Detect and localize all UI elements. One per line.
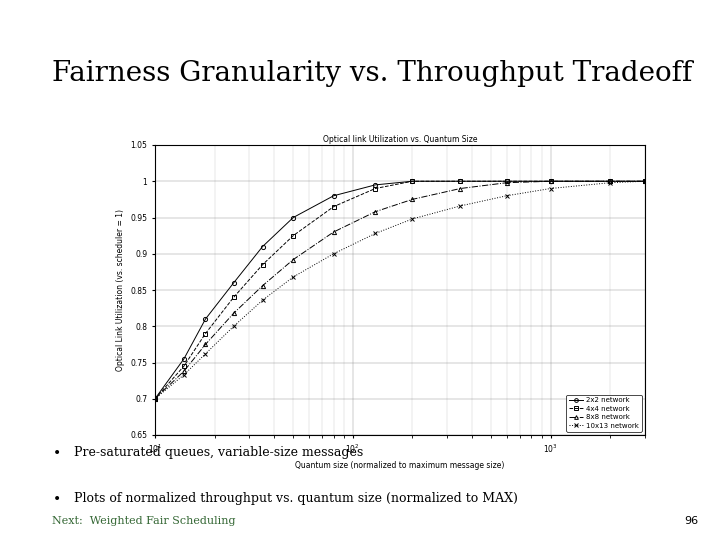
Title: Optical link Utilization vs. Quantum Size: Optical link Utilization vs. Quantum Siz… bbox=[323, 135, 477, 144]
Text: Plots of normalized throughput vs. quantum size (normalized to MAX): Plots of normalized throughput vs. quant… bbox=[74, 492, 518, 505]
4x4 network bbox=[456, 178, 464, 185]
2x2 network bbox=[289, 214, 297, 221]
10x13 network bbox=[546, 185, 555, 192]
8x8 network bbox=[289, 256, 297, 263]
2x2 network bbox=[329, 192, 338, 199]
10x13 network bbox=[150, 395, 159, 402]
Text: Fairness Granularity vs. Throughput Tradeoff: Fairness Granularity vs. Throughput Trad… bbox=[53, 60, 693, 87]
8x8 network bbox=[371, 208, 379, 215]
8x8 network bbox=[456, 185, 464, 192]
X-axis label: Quantum size (normalized to maximum message size): Quantum size (normalized to maximum mess… bbox=[295, 461, 505, 470]
2x2 network bbox=[503, 178, 511, 185]
2x2 network bbox=[408, 178, 417, 185]
8x8 network bbox=[201, 341, 210, 348]
Text: Pre-saturated queues, variable-size messages: Pre-saturated queues, variable-size mess… bbox=[74, 446, 364, 459]
4x4 network bbox=[179, 363, 188, 369]
10x13 network bbox=[456, 202, 464, 209]
8x8 network bbox=[641, 178, 649, 185]
4x4 network bbox=[546, 178, 555, 185]
4x4 network bbox=[408, 178, 417, 185]
10x13 network bbox=[329, 251, 338, 257]
2x2 network bbox=[456, 178, 464, 185]
Line: 4x4 network: 4x4 network bbox=[153, 179, 647, 401]
8x8 network bbox=[179, 368, 188, 374]
Line: 10x13 network: 10x13 network bbox=[153, 179, 647, 401]
4x4 network bbox=[289, 232, 297, 239]
4x4 network bbox=[230, 294, 238, 300]
Line: 8x8 network: 8x8 network bbox=[153, 179, 647, 401]
10x13 network bbox=[641, 178, 649, 185]
Legend: 2x2 network, 4x4 network, 8x8 network, 10x13 network: 2x2 network, 4x4 network, 8x8 network, 1… bbox=[567, 395, 642, 431]
4x4 network bbox=[258, 261, 267, 268]
10x13 network bbox=[201, 350, 210, 357]
Text: Optical Interconnection Networks: Optical Interconnection Networks bbox=[14, 18, 326, 37]
2x2 network bbox=[150, 395, 159, 402]
2x2 network bbox=[258, 243, 267, 249]
8x8 network bbox=[503, 179, 511, 186]
Text: 96: 96 bbox=[684, 516, 698, 526]
Text: Next:  Weighted Fair Scheduling: Next: Weighted Fair Scheduling bbox=[53, 516, 236, 526]
10x13 network bbox=[230, 323, 238, 329]
8x8 network bbox=[606, 178, 614, 185]
Y-axis label: Optical Link Utilization (vs. scheduler = 1): Optical Link Utilization (vs. scheduler … bbox=[116, 209, 125, 371]
4x4 network bbox=[503, 178, 511, 185]
4x4 network bbox=[329, 204, 338, 210]
8x8 network bbox=[258, 282, 267, 289]
10x13 network bbox=[258, 297, 267, 303]
8x8 network bbox=[329, 229, 338, 235]
2x2 network bbox=[179, 356, 188, 362]
2x2 network bbox=[606, 178, 614, 185]
4x4 network bbox=[641, 178, 649, 185]
2x2 network bbox=[546, 178, 555, 185]
10x13 network bbox=[408, 215, 417, 222]
2x2 network bbox=[371, 181, 379, 188]
10x13 network bbox=[179, 372, 188, 378]
8x8 network bbox=[150, 395, 159, 402]
Text: •: • bbox=[53, 492, 60, 505]
4x4 network bbox=[150, 395, 159, 402]
10x13 network bbox=[371, 230, 379, 237]
8x8 network bbox=[230, 310, 238, 316]
4x4 network bbox=[201, 330, 210, 337]
2x2 network bbox=[230, 280, 238, 286]
10x13 network bbox=[606, 179, 614, 186]
Text: •: • bbox=[53, 446, 60, 460]
4x4 network bbox=[606, 178, 614, 185]
2x2 network bbox=[201, 316, 210, 322]
2x2 network bbox=[641, 178, 649, 185]
8x8 network bbox=[546, 178, 555, 185]
10x13 network bbox=[503, 192, 511, 199]
8x8 network bbox=[408, 196, 417, 202]
4x4 network bbox=[371, 185, 379, 192]
10x13 network bbox=[289, 274, 297, 280]
Line: 2x2 network: 2x2 network bbox=[153, 179, 647, 401]
